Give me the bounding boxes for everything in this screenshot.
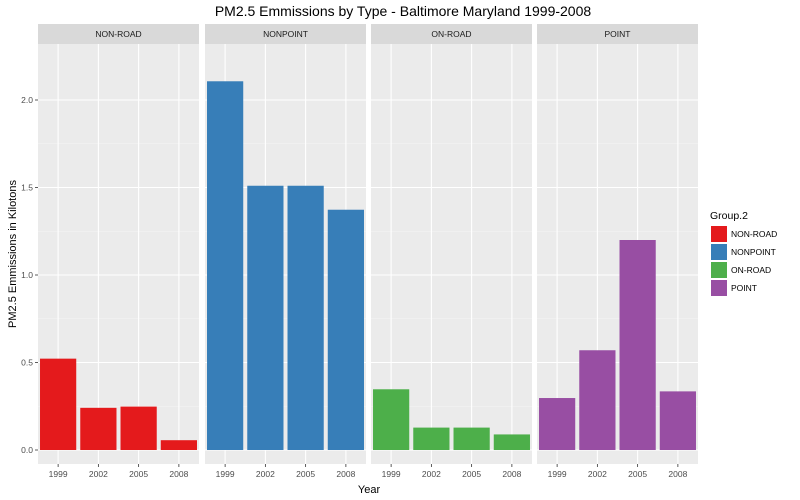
bar	[120, 406, 157, 450]
y-axis-title: PM2.5 Emmissions in Kilotons	[7, 180, 19, 328]
bar	[373, 389, 410, 450]
facet-panels: NON-ROAD 1999 2002 2005 2008 NONPOINT 1999 2002…	[38, 24, 698, 479]
facet-strip	[371, 24, 532, 44]
x-tick-label: 2008	[502, 469, 521, 479]
legend-swatch	[711, 244, 727, 260]
bar	[247, 185, 284, 450]
bar	[539, 398, 576, 450]
bar	[327, 209, 364, 450]
facet-strip-label: POINT	[605, 29, 631, 39]
y-tick-label: 1.0	[21, 270, 33, 280]
facet-panel: NONPOINT 1999 2002 2005 2008	[205, 24, 366, 479]
x-tick-label: 2002	[256, 469, 275, 479]
legend-swatch	[711, 262, 727, 278]
x-tick-label: 1999	[216, 469, 235, 479]
x-tick-label: 2005	[462, 469, 481, 479]
x-tick-label: 2005	[296, 469, 315, 479]
y-axis: 0.0 0.5 1.0 1.5 2.0	[21, 95, 38, 455]
legend-swatch	[711, 226, 727, 242]
x-tick-label: 2005	[628, 469, 647, 479]
legend-label: NON-ROAD	[731, 229, 777, 239]
legend-label: ON-ROAD	[731, 265, 771, 275]
bar	[413, 427, 450, 450]
facet-panel: NON-ROAD 1999 2002 2005 2008	[38, 24, 199, 479]
facet-strip-label: NONPOINT	[263, 29, 308, 39]
chart-title: PM2.5 Emmissions by Type - Baltimore Mar…	[215, 3, 592, 19]
bar	[40, 358, 77, 450]
facet-strip	[537, 24, 698, 44]
legend: Group.2 NON-ROAD NONPOINT ON-ROAD POINT	[710, 210, 777, 296]
legend-label: NONPOINT	[731, 247, 776, 257]
bar	[287, 185, 324, 450]
legend-title: Group.2	[710, 210, 748, 222]
facet-strip	[38, 24, 199, 44]
x-tick-label: 1999	[49, 469, 68, 479]
facet-strip-label: ON-ROAD	[431, 29, 471, 39]
x-tick-label: 2002	[588, 469, 607, 479]
bar	[160, 440, 197, 450]
facet-panel: ON-ROAD 1999 2002 2005 2008	[371, 24, 532, 479]
x-tick-label: 2008	[668, 469, 687, 479]
x-axis-title: Year	[358, 484, 381, 496]
bar	[659, 391, 696, 450]
y-tick-label: 1.5	[21, 183, 33, 193]
x-tick-label: 2008	[336, 469, 355, 479]
bar	[493, 434, 530, 450]
bar	[207, 81, 244, 451]
y-tick-label: 0.0	[21, 445, 33, 455]
x-tick-label: 2002	[422, 469, 441, 479]
bar	[453, 427, 490, 450]
x-tick-label: 1999	[382, 469, 401, 479]
legend-swatch	[711, 280, 727, 296]
facet-panel: POINT 1999 2002 2005 2008	[537, 24, 698, 479]
bar	[579, 350, 616, 450]
bar	[80, 407, 117, 450]
bar	[619, 240, 656, 450]
facet-strip-label: NON-ROAD	[95, 29, 141, 39]
x-tick-label: 2008	[169, 469, 188, 479]
facet-strip	[205, 24, 366, 44]
legend-label: POINT	[731, 283, 757, 293]
x-tick-label: 2005	[129, 469, 148, 479]
y-tick-label: 0.5	[21, 358, 33, 368]
x-tick-label: 1999	[548, 469, 567, 479]
y-tick-label: 2.0	[21, 95, 33, 105]
x-tick-label: 2002	[89, 469, 108, 479]
